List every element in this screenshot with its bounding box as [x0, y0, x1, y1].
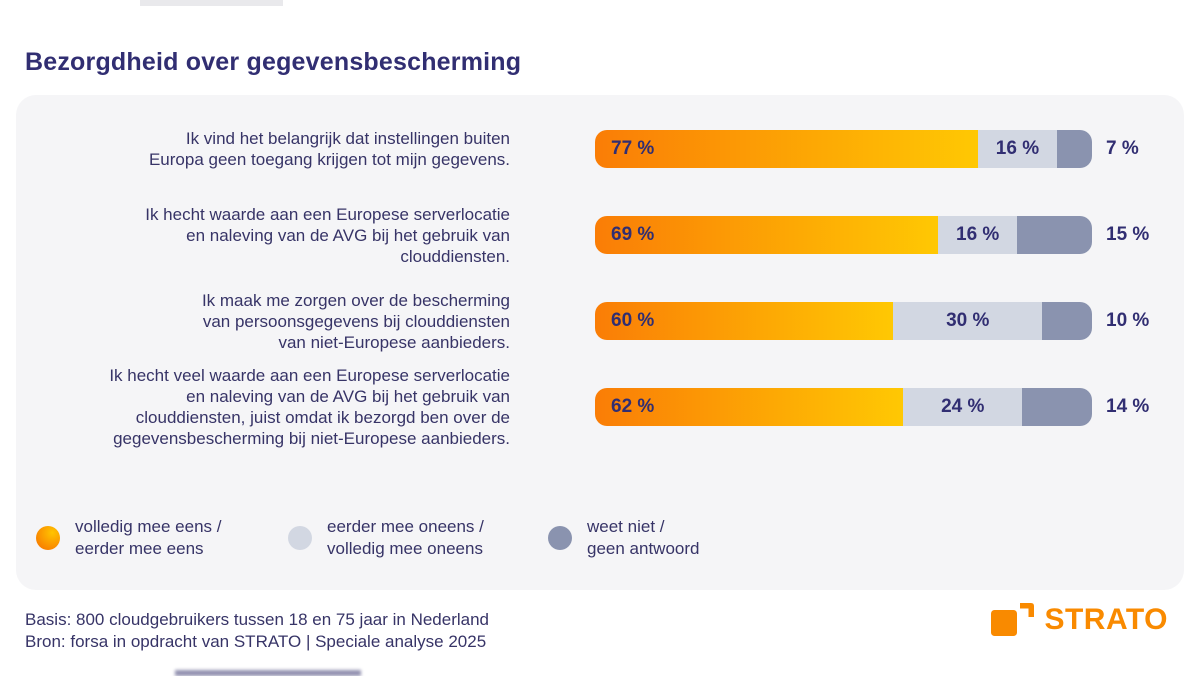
bar-value-label: 16 %: [995, 138, 1040, 159]
legend-label: eerder mee oneens / volledig mee oneens: [327, 517, 484, 558]
legend-swatch-icon: [548, 526, 572, 550]
stacked-bar: 62 % 24 %: [595, 388, 1092, 426]
chart-rows: Ik vind het belangrijk dat instellingen …: [16, 95, 1184, 450]
bar-segment-2: [1057, 130, 1092, 168]
bar-segment-0: 60 %: [595, 302, 894, 340]
source-note: Bron: forsa in opdracht van STRATO | Spe…: [25, 632, 487, 651]
bar-segment-0: 62 %: [595, 388, 904, 426]
bar-segment-0: 77 %: [595, 130, 978, 168]
legend-swatch-icon: [36, 526, 60, 550]
legend-item: eerder mee oneens / volledig mee oneens: [288, 516, 548, 560]
statement-label: Ik hecht veel waarde aan een Europese se…: [109, 366, 510, 448]
bar-value-label: 16 %: [956, 224, 1000, 245]
cropped-artifact-top: [140, 0, 283, 6]
bar-value-outside: 15 %: [1106, 224, 1150, 245]
bar-segment-1: 16 %: [937, 216, 1018, 254]
statement-label: Ik maak me zorgen over de bescherming va…: [201, 290, 510, 352]
cropped-artifact-bottom: [175, 670, 361, 676]
bar-value-label: 24 %: [941, 396, 985, 417]
bar-segment-0: 69 %: [595, 216, 938, 254]
bar-segment-1: 24 %: [903, 388, 1023, 426]
statement-label: Ik hecht waarde aan een Europese serverl…: [145, 204, 510, 266]
bar-value-label: 69 %: [611, 224, 655, 245]
bar-value-label: 77 %: [611, 138, 655, 159]
legend-label: weet niet / geen antwoord: [587, 517, 700, 558]
strato-logo: STRATO: [991, 601, 1168, 638]
statement-label: Ik vind het belangrijk dat instellingen …: [148, 129, 510, 169]
page-title: Bezorgdheid over gegevensbescherming: [25, 47, 522, 76]
bar-segment-1: 16 %: [977, 130, 1058, 168]
stacked-bar: 77 % 16 %: [595, 130, 1092, 168]
bar-value-label: 62 %: [611, 396, 655, 417]
bar-value-outside: 14 %: [1106, 396, 1150, 417]
bar-segment-1: 30 %: [893, 302, 1043, 340]
bar-value-outside: 7 %: [1106, 138, 1139, 159]
strato-logo-text: STRATO: [1044, 602, 1168, 636]
legend-item: weet niet / geen antwoord: [548, 516, 699, 560]
chart-card: Ik vind het belangrijk dat instellingen …: [16, 95, 1184, 590]
chart-row: Ik vind het belangrijk dat instellingen …: [16, 106, 1184, 192]
chart-legend: volledig mee eens / eerder mee eens eerde…: [16, 516, 1184, 560]
chart-row: Ik maak me zorgen over de bescherming va…: [16, 278, 1184, 364]
bar-value-label: 60 %: [611, 310, 655, 331]
strato-logo-icon: [991, 603, 1035, 636]
footer-notes: Basis: 800 cloudgebruikers tussen 18 en …: [25, 609, 489, 653]
bar-value-label: 30 %: [946, 310, 990, 331]
legend-item: volledig mee eens / eerder mee eens: [36, 516, 288, 560]
stacked-bar: 69 % 16 %: [595, 216, 1092, 254]
bar-value-outside: 10 %: [1106, 310, 1150, 331]
bar-segment-2: [1042, 302, 1092, 340]
chart-row: Ik hecht veel waarde aan een Europese se…: [16, 364, 1184, 450]
stacked-bar: 60 % 30 %: [595, 302, 1092, 340]
basis-note: Basis: 800 cloudgebruikers tussen 18 en …: [25, 610, 490, 629]
bar-segment-2: [1022, 388, 1092, 426]
bar-segment-2: [1017, 216, 1092, 254]
legend-label: volledig mee eens / eerder mee eens: [75, 517, 222, 558]
chart-row: Ik hecht waarde aan een Europese serverl…: [16, 192, 1184, 278]
legend-swatch-icon: [288, 526, 312, 550]
